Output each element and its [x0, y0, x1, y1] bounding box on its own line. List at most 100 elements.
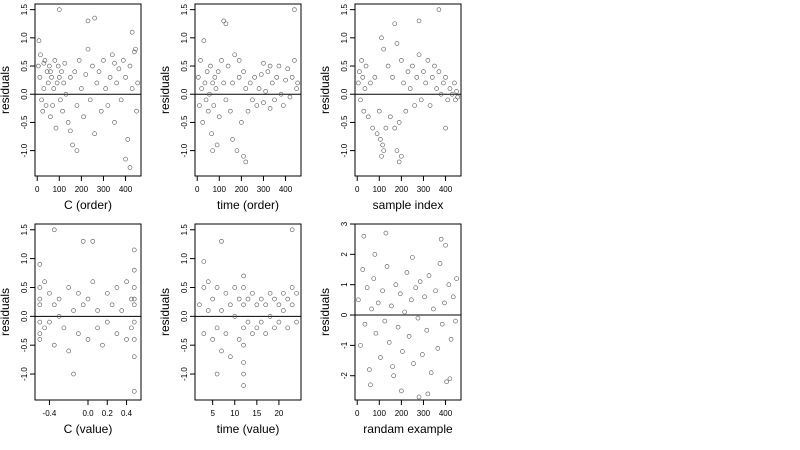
data-point — [448, 337, 454, 342]
data-point — [230, 80, 235, 86]
residual-panel-3: 0 100 200 300 400 -1.0 -0.5 0.0 0.5 1.0 1.5 sample … — [318, 3, 462, 212]
data-point — [68, 75, 73, 80]
data-point — [66, 285, 72, 290]
data-point — [221, 18, 227, 24]
data-point — [417, 279, 423, 284]
data-point — [80, 239, 86, 244]
x-tick-label: 100 — [373, 409, 387, 418]
data-point — [48, 69, 53, 74]
data-point — [131, 302, 137, 308]
data-point — [100, 342, 105, 348]
data-point — [394, 41, 400, 46]
data-point — [412, 103, 417, 108]
data-point — [276, 63, 282, 69]
y-tick-label: 0.0 — [180, 88, 189, 100]
data-point — [372, 252, 378, 257]
residual-panel-6: 0 100 200 300 400 -2 -1 0 1 2 3 randam example resid… — [318, 221, 462, 436]
data-point — [261, 100, 266, 105]
y-tick-label: -1.0 — [20, 143, 29, 157]
data-point — [59, 69, 64, 74]
data-point — [403, 108, 409, 114]
data-point — [37, 75, 43, 80]
data-point — [423, 80, 428, 86]
data-point — [135, 80, 140, 86]
data-point — [232, 314, 238, 319]
data-point — [435, 346, 441, 351]
data-point — [258, 72, 264, 77]
data-point — [36, 38, 42, 43]
data-point — [40, 108, 46, 114]
data-point — [123, 75, 128, 80]
data-point — [44, 69, 50, 74]
data-point — [71, 371, 76, 377]
data-point — [232, 52, 238, 58]
data-point — [444, 379, 449, 385]
data-point — [247, 80, 253, 86]
y-tick-label: -0.5 — [20, 115, 29, 129]
data-point — [424, 327, 430, 333]
data-point — [214, 371, 220, 377]
data-point — [124, 279, 129, 285]
data-point — [208, 63, 213, 69]
data-point — [367, 367, 372, 372]
data-point — [392, 21, 398, 27]
data-point — [104, 319, 110, 325]
data-point — [129, 325, 134, 331]
x-axis-title: sample index — [373, 198, 444, 212]
data-point — [236, 296, 242, 302]
y-tick-label: 1.5 — [20, 4, 29, 16]
data-point — [54, 80, 60, 86]
data-point — [445, 97, 451, 103]
y-tick-label: 0.5 — [340, 60, 349, 72]
data-point — [420, 352, 425, 357]
y-axis-title: residuals — [318, 66, 332, 114]
x-tick-label: 400 — [119, 185, 133, 194]
data-point — [289, 302, 295, 308]
data-point — [256, 86, 262, 91]
data-point — [132, 49, 137, 55]
data-point — [432, 63, 437, 69]
data-point — [263, 331, 268, 336]
data-point — [267, 63, 273, 69]
data-point — [376, 108, 382, 114]
data-point — [436, 69, 442, 74]
data-point — [210, 80, 215, 86]
data-point — [103, 86, 108, 91]
y-tick-label: -1.0 — [180, 143, 189, 157]
data-point — [37, 337, 43, 342]
data-point — [119, 308, 125, 313]
data-point — [241, 342, 246, 348]
data-point — [124, 337, 129, 342]
data-point — [396, 159, 402, 165]
x-tick-label: 200 — [75, 185, 89, 194]
data-point — [295, 80, 300, 86]
data-point — [383, 230, 389, 236]
data-point — [42, 325, 47, 331]
data-point — [382, 318, 388, 324]
x-tick-label: 0.0 — [82, 409, 94, 418]
data-point — [372, 75, 378, 80]
data-point — [395, 324, 401, 330]
x-tick-label: 0 — [355, 185, 360, 194]
data-point — [61, 80, 67, 86]
data-point — [60, 108, 65, 114]
data-point — [386, 340, 392, 345]
residual-panel-5: 5 10 15 20 -1.0 -0.5 0.0 0.5 1.0 1.5 time (value) r… — [158, 223, 302, 436]
data-point — [358, 97, 363, 103]
data-point — [399, 58, 404, 63]
y-tick-label: 0.0 — [340, 88, 349, 100]
data-point — [204, 69, 210, 74]
x-tick-label: 400 — [439, 409, 453, 418]
data-point — [368, 382, 373, 388]
y-tick-label: 1.5 — [180, 224, 189, 236]
data-point — [394, 148, 400, 153]
data-point — [438, 236, 444, 242]
plot-frame — [34, 3, 142, 177]
data-point — [410, 63, 415, 69]
data-point — [381, 46, 387, 52]
data-point — [76, 290, 81, 296]
data-point — [374, 131, 380, 137]
data-point — [379, 35, 384, 41]
data-point — [438, 91, 444, 97]
data-point — [239, 120, 244, 125]
